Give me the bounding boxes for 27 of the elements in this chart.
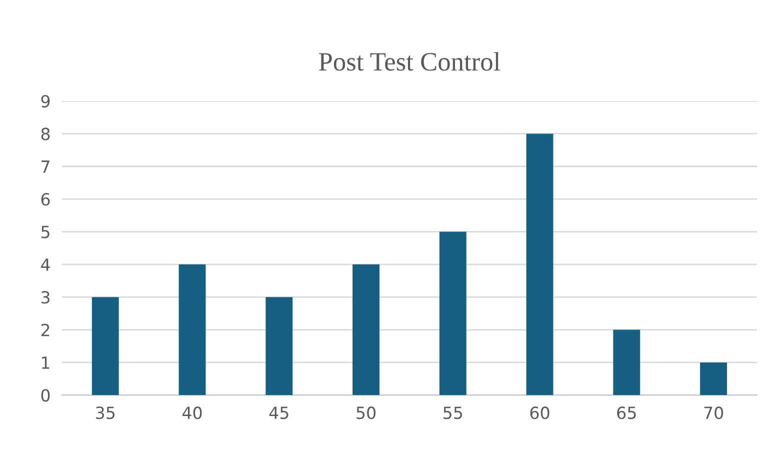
bar (613, 330, 640, 396)
bar (352, 264, 380, 396)
y-tick-label: 5 (41, 226, 50, 238)
y-tick-label: 3 (41, 291, 50, 304)
bar (266, 297, 293, 396)
y-tick-label: 8 (41, 128, 50, 140)
bar (439, 232, 466, 396)
y-tick-label: 0 (41, 389, 50, 402)
x-tick-label: 45 (269, 406, 288, 420)
x-tick-label: 65 (617, 406, 636, 420)
bar (700, 362, 727, 396)
bar (92, 297, 119, 396)
bar (178, 264, 206, 396)
x-tick-label: 50 (356, 406, 376, 420)
x-tick-label: 60 (530, 406, 550, 420)
y-tick-label: 2 (41, 324, 50, 336)
bar (526, 134, 554, 396)
y-tick-label: 4 (41, 258, 50, 271)
x-tick-label: 55 (444, 406, 462, 420)
chart-title: Post Test Control (318, 52, 500, 71)
x-tick-label: 40 (182, 406, 202, 420)
y-tick-label: 7 (42, 160, 50, 173)
x-tick-label: 35 (96, 406, 115, 420)
x-tick-label: 70 (704, 406, 724, 420)
y-tick-label: 1 (42, 356, 50, 369)
y-tick-label: 6 (41, 193, 50, 206)
y-tick-label: 9 (41, 94, 50, 108)
